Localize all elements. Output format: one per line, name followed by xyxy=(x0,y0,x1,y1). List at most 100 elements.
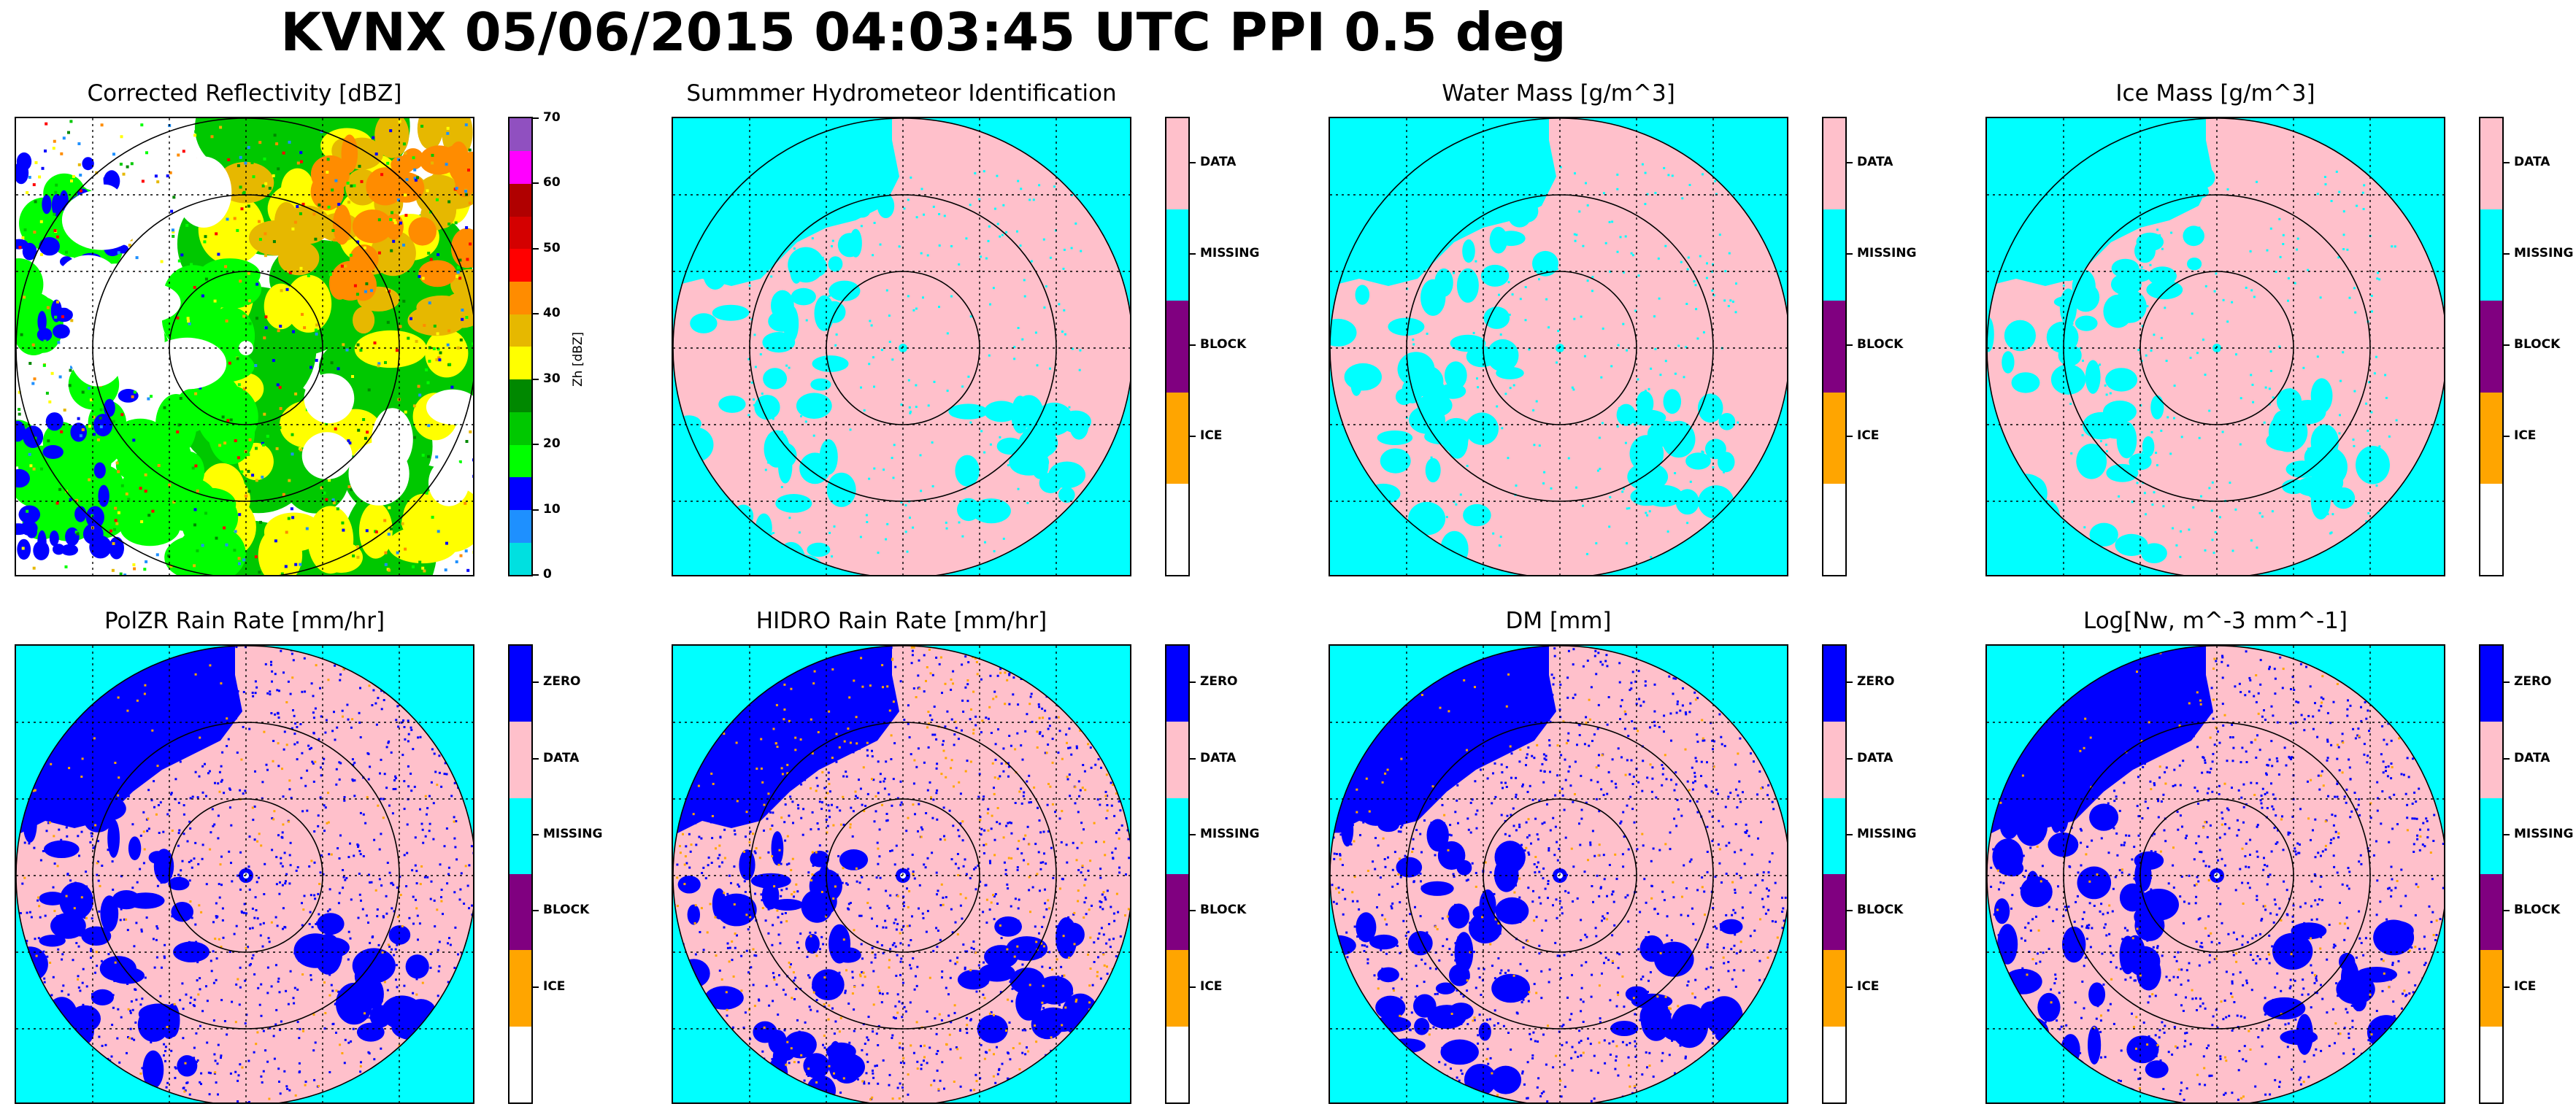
colorbar xyxy=(508,644,533,1104)
colorbar-segment xyxy=(2480,301,2502,393)
colorbar-tick-label: ICE xyxy=(1189,428,1223,444)
chart-title: HIDRO Rain Rate [mm/hr] xyxy=(756,608,1047,634)
colorbar-segment xyxy=(1166,950,1188,1027)
colorbar-segment xyxy=(2480,646,2502,722)
radar-field xyxy=(1987,646,2444,1102)
radar-ppi-plot xyxy=(1329,644,1788,1104)
colorbar-segment xyxy=(2480,950,2502,1027)
range-rings-and-grid xyxy=(1987,646,2444,1102)
range-rings-and-grid xyxy=(1987,118,2444,575)
colorbar-segment xyxy=(1823,646,1845,722)
colorbar-tick-label: 70 xyxy=(533,110,561,125)
colorbar-segment xyxy=(1166,392,1188,484)
colorbar-segment xyxy=(510,874,531,951)
colorbar-segment xyxy=(510,509,531,543)
radar-ppi-plot xyxy=(1329,117,1788,576)
chart-title: Corrected Reflectivity [dBZ] xyxy=(87,80,402,107)
chart-title: DM [mm] xyxy=(1505,608,1612,634)
colorbar-segment xyxy=(510,797,531,875)
colorbar-tick-label: ICE xyxy=(2503,978,2537,994)
colorbar xyxy=(1822,644,1847,1104)
colorbar-segment xyxy=(1166,118,1188,210)
colorbar-tick-label: ICE xyxy=(2503,428,2537,444)
colorbar-tick-label: ICE xyxy=(1846,978,1880,994)
chart-title: PolZR Rain Rate [mm/hr] xyxy=(104,608,385,634)
colorbar-tick-label: 40 xyxy=(533,306,561,321)
colorbar-segment xyxy=(1823,722,1845,799)
colorbar-segment xyxy=(510,118,531,152)
radar-ppi-plot xyxy=(1985,644,2445,1104)
colorbar-segment xyxy=(1823,118,1845,210)
range-rings-and-grid xyxy=(16,646,473,1102)
colorbar-tick-label: 10 xyxy=(533,501,561,517)
colorbar-tick-label: DATA xyxy=(1846,750,1893,765)
chart-title: Summmer Hydrometeor Identification xyxy=(686,80,1117,107)
colorbar-tick-label: 20 xyxy=(533,436,561,452)
colorbar-segment xyxy=(510,1026,531,1103)
colorbar-tick-label: BLOCK xyxy=(2503,903,2561,918)
colorbar-tick-label: MISSING xyxy=(1189,245,1260,260)
colorbar-segment xyxy=(1166,301,1188,393)
colorbar-tick-label: BLOCK xyxy=(2503,337,2561,352)
colorbar-tick-label: DATA xyxy=(1846,154,1893,169)
colorbar-segment xyxy=(510,412,531,445)
colorbar-tick-label: BLOCK xyxy=(1846,337,1904,352)
colorbar xyxy=(508,117,533,576)
colorbar-tick-label: 50 xyxy=(533,240,561,255)
colorbar-segment xyxy=(1166,722,1188,799)
colorbar-segment xyxy=(510,950,531,1027)
colorbar-tick-label: MISSING xyxy=(2503,245,2574,260)
radar-ppi-plot xyxy=(15,644,474,1104)
colorbar-segment xyxy=(510,379,531,412)
radar-ppi-plot xyxy=(1985,117,2445,576)
colorbar-segment xyxy=(1166,874,1188,951)
colorbar-segment xyxy=(1166,646,1188,722)
colorbar-tick-label: BLOCK xyxy=(532,903,590,918)
colorbar-segment xyxy=(2480,209,2502,301)
colorbar-tick-label: 0 xyxy=(533,567,552,582)
colorbar-segment xyxy=(1823,483,1845,576)
colorbar-segment xyxy=(2480,392,2502,484)
radar-field xyxy=(1330,118,1787,575)
colorbar-tick-label: MISSING xyxy=(1189,826,1260,841)
range-rings-and-grid xyxy=(673,118,1130,575)
colorbar-segment xyxy=(510,216,531,250)
figure-title: KVNX 05/06/2015 04:03:45 UTC PPI 0.5 deg xyxy=(280,1,1566,63)
colorbar-segment xyxy=(510,281,531,314)
colorbar-segment xyxy=(510,444,531,478)
radar-ppi-plot xyxy=(672,117,1131,576)
colorbar-segment xyxy=(1823,392,1845,484)
colorbar-segment xyxy=(510,183,531,217)
radar-ppi-plot xyxy=(672,644,1131,1104)
colorbar-tick-label: MISSING xyxy=(1846,826,1917,841)
colorbar-segment xyxy=(2480,1026,2502,1103)
range-rings-and-grid xyxy=(673,646,1130,1102)
radar-ppi-plot xyxy=(15,117,474,576)
colorbar-segment xyxy=(2480,797,2502,875)
colorbar-tick-label: BLOCK xyxy=(1189,337,1247,352)
chart-title: Water Mass [g/m^3] xyxy=(1442,80,1675,107)
colorbar-tick-label: ZERO xyxy=(1846,674,1895,690)
colorbar-tick-label: DATA xyxy=(2503,750,2550,765)
radar-field xyxy=(1987,118,2444,575)
colorbar-segment xyxy=(1823,950,1845,1027)
colorbar-tick-label: ZERO xyxy=(1189,674,1238,690)
colorbar-tick-label: DATA xyxy=(2503,154,2550,169)
colorbar xyxy=(1165,117,1190,576)
chart-title: Log[Nw, m^-3 mm^-1] xyxy=(2083,608,2348,634)
colorbar-segment xyxy=(510,248,531,282)
colorbar-segment xyxy=(510,150,531,184)
radar-field xyxy=(673,118,1130,575)
colorbar xyxy=(2479,117,2504,576)
colorbar xyxy=(2479,644,2504,1104)
colorbar-tick-label: ICE xyxy=(1846,428,1880,444)
colorbar-tick-label: ICE xyxy=(532,978,566,994)
colorbar-tick-label: 30 xyxy=(533,371,561,386)
colorbar-segment xyxy=(510,722,531,799)
colorbar-segment xyxy=(1823,797,1845,875)
radar-field xyxy=(16,646,473,1102)
colorbar-segment xyxy=(1823,301,1845,393)
colorbar xyxy=(1165,644,1190,1104)
colorbar-tick-label: MISSING xyxy=(532,826,603,841)
colorbar xyxy=(1822,117,1847,576)
